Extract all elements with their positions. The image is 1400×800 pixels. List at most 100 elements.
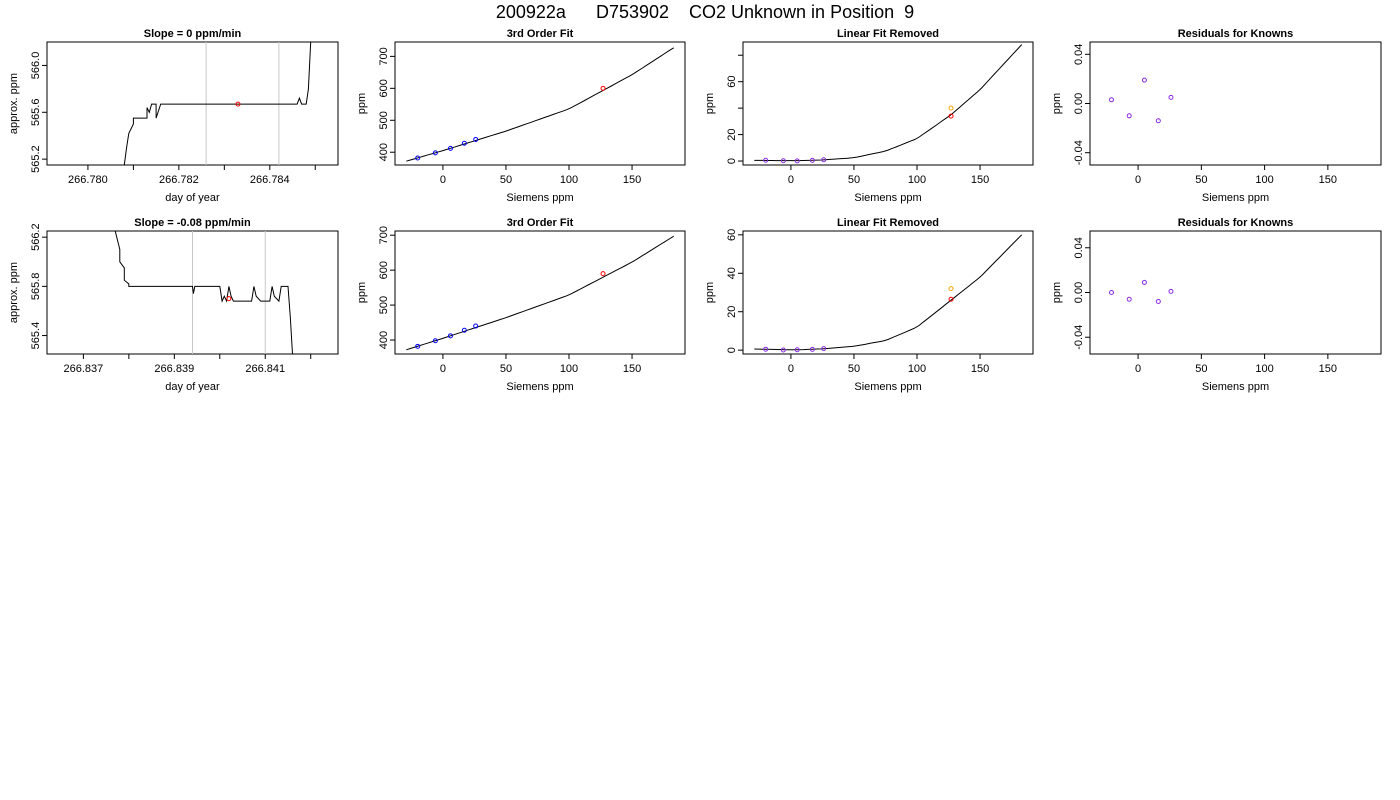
panel-3: Linear Fit Removed 0 50 100 150 Siemens ppm 0 2… bbox=[704, 28, 1034, 204]
chart-title: Linear Fit Removed bbox=[837, 217, 939, 229]
data-point bbox=[235, 101, 241, 107]
fit-curve bbox=[406, 235, 674, 351]
fit-curve bbox=[754, 44, 1023, 162]
plot-frame bbox=[1089, 230, 1382, 355]
data-point bbox=[821, 157, 827, 163]
data-point bbox=[821, 346, 827, 352]
data-point bbox=[1109, 290, 1115, 295]
data-point bbox=[763, 346, 769, 352]
y-tick-label: 565.8 bbox=[30, 273, 42, 301]
chart-title: 3rd Order Fit bbox=[507, 217, 574, 229]
x-tick-label: 0 bbox=[788, 174, 794, 186]
y-axis-label: ppm bbox=[1051, 282, 1063, 303]
chart-title: Residuals for Knowns bbox=[1178, 217, 1294, 229]
y-axis-label: ppm bbox=[704, 93, 716, 114]
x-tick-label: 266.837 bbox=[63, 363, 103, 375]
x-tick-label: 100 bbox=[560, 174, 578, 186]
y-tick-label: 565.2 bbox=[30, 145, 42, 173]
panel-4: Residuals for Knowns 0 50 100 150 Siemens ppm… bbox=[1051, 28, 1382, 204]
data-point bbox=[1168, 288, 1174, 294]
y-tick-label: 600 bbox=[378, 79, 390, 97]
data-point bbox=[1126, 113, 1132, 119]
x-tick-label: 50 bbox=[500, 363, 512, 375]
chart-title: Slope = -0.08 ppm/min bbox=[134, 217, 251, 229]
data-point bbox=[1168, 94, 1174, 100]
plot-frame bbox=[742, 230, 1034, 355]
y-tick-label: 0.00 bbox=[1073, 93, 1085, 114]
y-tick-label: 700 bbox=[378, 47, 390, 65]
chart-title: 3rd Order Fit bbox=[507, 28, 574, 40]
figure-title: 200922a D753902 CO2 Unknown in Position … bbox=[495, 2, 915, 22]
data-point bbox=[1126, 296, 1132, 302]
y-axis-label: ppm bbox=[356, 93, 368, 114]
y-tick-label: 500 bbox=[378, 296, 390, 314]
y-axis-label: ppm bbox=[704, 282, 716, 303]
data-point bbox=[763, 157, 769, 163]
data-point bbox=[794, 347, 800, 353]
x-axis-label: day of year bbox=[165, 192, 220, 204]
data-point bbox=[780, 158, 786, 164]
y-tick-label: 0.04 bbox=[1073, 237, 1085, 258]
data-point bbox=[226, 296, 232, 302]
x-tick-label: 0 bbox=[440, 363, 446, 375]
data-point bbox=[600, 85, 606, 91]
data-point bbox=[1155, 118, 1161, 124]
x-axis-label: Siemens ppm bbox=[854, 381, 921, 393]
data-point bbox=[447, 145, 453, 151]
y-tick-label: 565.4 bbox=[30, 322, 42, 350]
y-tick-label: 0 bbox=[726, 347, 738, 353]
chart-title: Residuals for Knowns bbox=[1178, 28, 1294, 40]
x-tick-label: 100 bbox=[908, 363, 926, 375]
x-tick-label: 50 bbox=[1195, 174, 1207, 186]
plot-frame bbox=[742, 41, 1034, 166]
x-tick-label: 50 bbox=[848, 363, 860, 375]
y-tick-label: 565.6 bbox=[30, 99, 42, 127]
x-tick-label: 100 bbox=[1255, 174, 1273, 186]
data-point bbox=[473, 323, 479, 329]
y-tick-label: 400 bbox=[378, 331, 390, 349]
data-point bbox=[809, 157, 815, 163]
series-line bbox=[123, 42, 312, 165]
x-tick-label: 150 bbox=[971, 174, 989, 186]
x-tick-label: 100 bbox=[1255, 363, 1273, 375]
x-axis-label: Siemens ppm bbox=[1202, 192, 1269, 204]
y-tick-label: 0.04 bbox=[1073, 44, 1085, 65]
plot-frame bbox=[1089, 41, 1382, 166]
y-tick-label: 700 bbox=[378, 226, 390, 244]
panel-2: 3rd Order Fit 0 50 100 150 Siemens ppm 400 500 6… bbox=[356, 28, 686, 204]
y-tick-label: 0 bbox=[726, 158, 738, 164]
data-point bbox=[1109, 97, 1115, 103]
panel-1: Slope = 0 ppm/min 266.780 266.782 266.784 da… bbox=[8, 28, 339, 204]
y-tick-label: 566.0 bbox=[30, 52, 42, 80]
x-tick-label: 50 bbox=[1195, 363, 1207, 375]
data-point bbox=[948, 296, 954, 302]
data-point bbox=[447, 333, 453, 339]
y-tick-label: 400 bbox=[378, 143, 390, 161]
plot-frame bbox=[394, 230, 686, 355]
x-axis-label: Siemens ppm bbox=[506, 192, 573, 204]
x-axis-label: day of year bbox=[165, 381, 220, 393]
data-point bbox=[432, 338, 438, 344]
x-axis-label: Siemens ppm bbox=[1202, 381, 1269, 393]
y-tick-label: 20 bbox=[726, 128, 738, 140]
panel-8: Residuals for Knowns 0 50 100 150 Siemens ppm… bbox=[1051, 217, 1382, 393]
x-tick-label: 150 bbox=[623, 363, 641, 375]
data-point bbox=[1155, 298, 1161, 304]
data-point bbox=[415, 155, 421, 161]
y-tick-label: 20 bbox=[726, 306, 738, 318]
x-tick-label: 0 bbox=[1135, 174, 1141, 186]
y-tick-label: 500 bbox=[378, 111, 390, 129]
chart-title: Slope = 0 ppm/min bbox=[144, 28, 242, 40]
data-point bbox=[948, 286, 954, 292]
data-point bbox=[948, 113, 954, 119]
data-point bbox=[809, 346, 815, 352]
x-tick-label: 100 bbox=[560, 363, 578, 375]
y-axis-label: ppm bbox=[356, 282, 368, 303]
panel-5: Slope = -0.08 ppm/min 266.837 266.839 266.8… bbox=[8, 217, 339, 393]
y-axis-label: approx. ppm bbox=[8, 73, 20, 134]
data-point bbox=[473, 136, 479, 142]
series-line bbox=[114, 231, 293, 354]
x-tick-label: 50 bbox=[848, 174, 860, 186]
y-tick-label: -0.04 bbox=[1073, 140, 1085, 165]
y-axis-label: ppm bbox=[1051, 93, 1063, 114]
